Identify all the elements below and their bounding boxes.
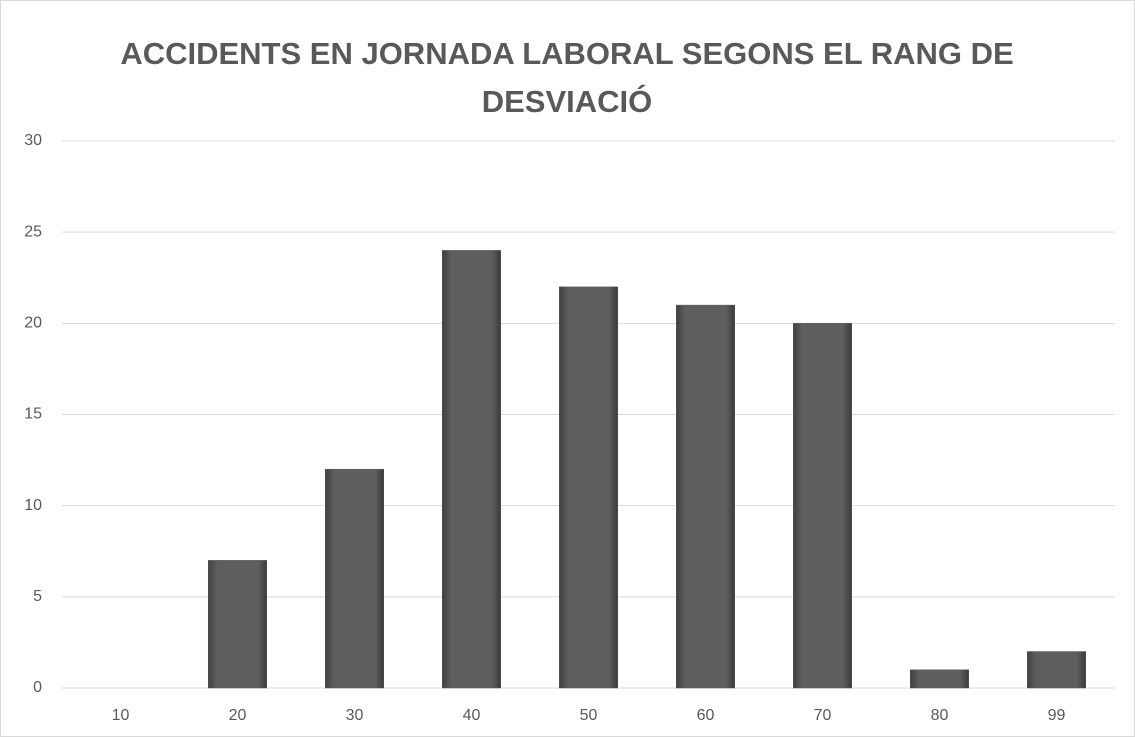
x-tick-label: 50 (580, 707, 598, 724)
y-tick-label: 5 (33, 588, 42, 605)
y-tick-label: 30 (24, 132, 42, 149)
chart-title: ACCIDENTS EN JORNADA LABORAL SEGONS EL R… (120, 36, 1014, 119)
y-tick-label: 25 (24, 223, 42, 240)
bar (793, 323, 852, 689)
bar (910, 669, 969, 689)
x-tick-label: 30 (346, 707, 364, 724)
bar (676, 304, 735, 689)
x-tick-label: 20 (229, 707, 247, 724)
x-tick-label: 99 (1048, 707, 1066, 724)
bar (325, 468, 384, 689)
bar (442, 250, 501, 689)
bar (559, 286, 618, 689)
x-tick-label: 70 (814, 707, 832, 724)
y-tick-label: 0 (33, 679, 42, 696)
y-tick-label: 20 (24, 315, 42, 332)
y-tick-label: 15 (24, 406, 42, 423)
bar (1027, 651, 1086, 689)
x-tick-label: 40 (463, 707, 481, 724)
y-tick-label: 10 (24, 497, 42, 514)
x-tick-label: 60 (697, 707, 715, 724)
bar (208, 560, 267, 689)
x-tick-label: 10 (112, 707, 130, 724)
x-tick-label: 80 (931, 707, 949, 724)
